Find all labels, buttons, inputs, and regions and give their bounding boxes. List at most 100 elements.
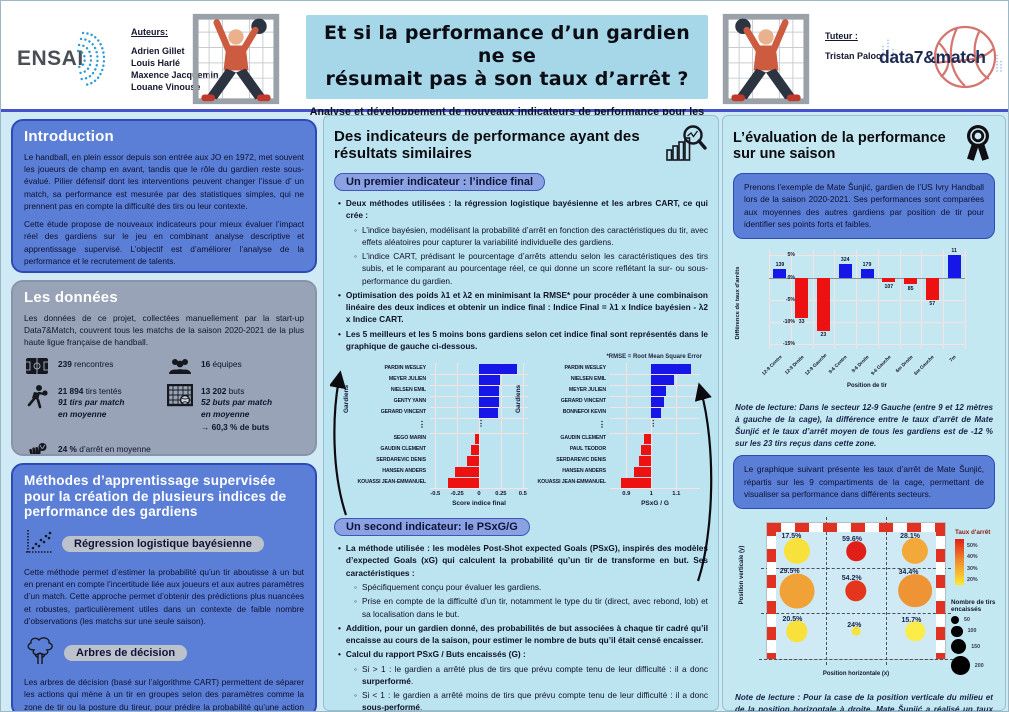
author-name: Maxence Jacquemin (131, 70, 219, 81)
section-methodes: Méthodes d’apprentissage supervisée pour… (11, 463, 317, 712)
goal-zone-bubble (851, 627, 861, 636)
stat-rencontres: 239 rencontres (24, 357, 161, 375)
goal-zone-bubble (845, 579, 867, 602)
stat-label: buts (226, 385, 245, 396)
handball-court-icon (24, 357, 50, 375)
stat-value: 21 894 (58, 385, 84, 396)
bullet-item: ◦ Prise en compte de la difficulté d’un t… (354, 596, 708, 619)
goal-zone-bubble (905, 621, 926, 642)
authors-label: Auteurs: (131, 27, 169, 37)
bullet-item: ◦ Spécifiquement conçu pour évaluer les g… (354, 581, 542, 592)
rmse-footnote: *RMSE = Root Mean Square Error (606, 354, 702, 361)
goal-zone-rate: 17.5% (781, 533, 802, 541)
bullet-item: • Calcul du rapport PSxG / Buts encaissés… (338, 649, 526, 660)
stat-tirs: 21 894 tirs tentés 91 tirs par match en … (24, 384, 161, 433)
stat-buts: 13 202 buts 52 buts par match en moyenne… (167, 383, 304, 433)
team-icon (167, 357, 193, 375)
ensai-logo: ENSAI (17, 31, 127, 87)
bullet-item: • La méthode utilisée : les modèles Post-… (338, 543, 709, 578)
section-title: Méthodes d’apprentissage supervisée pour… (24, 473, 287, 520)
data7match-logo: data7&match (877, 19, 1005, 95)
goal-chart-intro-box: Le graphique suivant présente les taux d… (733, 455, 995, 509)
legend-nombre-tirs: Nombre de tirs encaissés 50 100 150 200 (951, 599, 1003, 678)
tutor-label: Tuteur : (825, 31, 858, 41)
note-de-lecture-2: Note de lecture : Pour la case de la pos… (735, 692, 993, 712)
shooter-icon (24, 384, 50, 433)
stat-label: d’arrêt en moyenne (76, 444, 151, 455)
goal-zone-rate: 54.2% (841, 574, 862, 582)
author-name: Louane Vinouse (131, 82, 201, 93)
bullets-psxg: • La méthode utilisée : les modèles Post-… (334, 542, 709, 712)
section-title: Introduction (24, 128, 114, 145)
chart-taux-arret-cage: 17.5% 59.6% 28.1% 29.5% 54.2% 34.4% 20.5% 24% 15… (733, 515, 997, 687)
bullet-item: • Addition, pour un gardien donné, des pr… (338, 622, 708, 646)
goal-zone-bubble (785, 620, 808, 643)
section-les-donnees: Les données Les données de ce projet, co… (11, 280, 317, 456)
stat-value: 16 (201, 358, 211, 369)
section-indicateurs: Des indicateurs de performance ayant des… (323, 115, 719, 711)
poster-title-line2: résumait pas à son taux d’arrêt ? (325, 68, 689, 91)
intro-paragraph-1: Le handball, en plein essor depuis son e… (24, 151, 304, 212)
goal-zone-rate: 24% (847, 622, 862, 630)
author-name: Louis Harlé (131, 58, 181, 69)
badge-arbres-decision: Arbres de décision (64, 645, 188, 662)
bullet-item: ◦ L’indice CART, prédisant le pourcentage… (354, 251, 708, 286)
bullet-item: • Deux méthodes utilisées : la régression… (338, 198, 708, 221)
data-paragraph: Les données de ce projet, collectées man… (24, 312, 304, 348)
note-de-lecture-1: Note de lecture: Dans le secteur 12-9 Ga… (735, 402, 993, 449)
goal-zone-rate: 15.7% (901, 616, 922, 624)
goal-zone-rate: 29.5% (779, 568, 800, 576)
bullet-item: ◦ Si < 1 : le gardien a arrêté moins de t… (354, 690, 708, 712)
title-block: Et si la performance d’un gardien ne se … (306, 15, 708, 130)
stat-subtext: en moyenne (58, 409, 107, 420)
goal-zone-bubble (902, 538, 929, 565)
goalkeeper-illustration-right (717, 11, 815, 107)
chart-score-indice-final: Gardiens PARDIN WESLEY MEYER JULIEN NIELSEN… (343, 363, 528, 508)
stat-label: rencontres (71, 358, 114, 369)
stat-subtext: en moyenne (201, 409, 250, 420)
intro-paragraph-2: Cette étude propose de nouveaux indicate… (24, 218, 304, 266)
scatter-plot-icon (24, 528, 54, 561)
chart-psxg-sur-g: Gardiens PARDIN WESLEY NIELSEN EMIL MEYER J… (515, 363, 700, 513)
goalkeeper-illustration-left (187, 11, 285, 107)
stat-arrow-note: → 60,3 % de buts (201, 421, 270, 432)
section-introduction: Introduction Le handball, en plein essor… (11, 119, 317, 273)
stat-subtext: 52 buts par match (201, 397, 273, 408)
goal-zone-bubble (846, 541, 866, 561)
handball-ball-icon (882, 25, 1002, 89)
tutor-name: Tristan Paloc (825, 51, 882, 61)
authors-block: Auteurs: Adrien Gillet Louis Harlé Maxen… (131, 27, 241, 94)
legend-taux-arret: Taux d'arrêt 50% 40% 30% 20% (955, 528, 991, 585)
goal-net-icon (167, 383, 193, 433)
bullet-item: ◦ Si > 1 : le gardien a arrêté plus de ti… (354, 663, 708, 686)
ensai-logo-swirl-icon (77, 31, 106, 87)
evaluation-intro-box: Prenons l’exemple de Mate Šunjić, gardie… (733, 173, 995, 239)
decision-tree-icon (24, 636, 56, 671)
bullet-item: • Les 5 meilleurs et les 5 moins bons gar… (338, 328, 708, 351)
methods-paragraph-2: Les arbres de décision (basé sur l’algor… (24, 676, 304, 712)
poster-title: Et si la performance d’un gardien ne se … (306, 15, 708, 99)
stat-label: tirs tentés (83, 385, 122, 396)
goal-zone-bubble (898, 573, 933, 608)
data7match-logo-text: data7&match (879, 47, 986, 67)
badge-regression-bayesienne: Régression logistique bayésienne (62, 536, 264, 553)
chart-difference-taux-arrets: Différence de taux d'arrêts 139 33 23 324 179… (733, 245, 995, 397)
goal-zone-rate: 59.6% (842, 536, 863, 544)
section-title: L’évaluation de la performance sur une s… (733, 130, 946, 162)
methods-paragraph-1: Cette méthode permet d’estimer la probab… (24, 566, 304, 627)
header: ENSAI Auteurs: Adrien Gillet Louis Harlé… (1, 1, 1008, 130)
stat-value: 24 % (58, 444, 77, 455)
bullet-item: ◦ L’indice bayésien, modélisant la probab… (354, 224, 708, 247)
stat-subtext: 91 tirs par match (58, 397, 125, 408)
goal-zone-bubble (779, 573, 815, 609)
goal-zone-rate: 34.4% (898, 568, 919, 576)
bullets-indice-final: • Deux méthodes utilisées : la régression… (334, 197, 708, 352)
left-column: Introduction Le handball, en plein essor… (11, 119, 317, 712)
bullet-item: • Optimisation des poids λ1 et λ2 en mini… (338, 289, 708, 325)
poster-body: Introduction Le handball, en plein essor… (1, 115, 1008, 712)
stat-value: 239 (58, 358, 72, 369)
poster-title-line1: Et si la performance d’un gardien ne se (324, 22, 690, 68)
magnifier-chart-icon (664, 124, 708, 169)
stat-value: 13 202 (201, 385, 227, 396)
